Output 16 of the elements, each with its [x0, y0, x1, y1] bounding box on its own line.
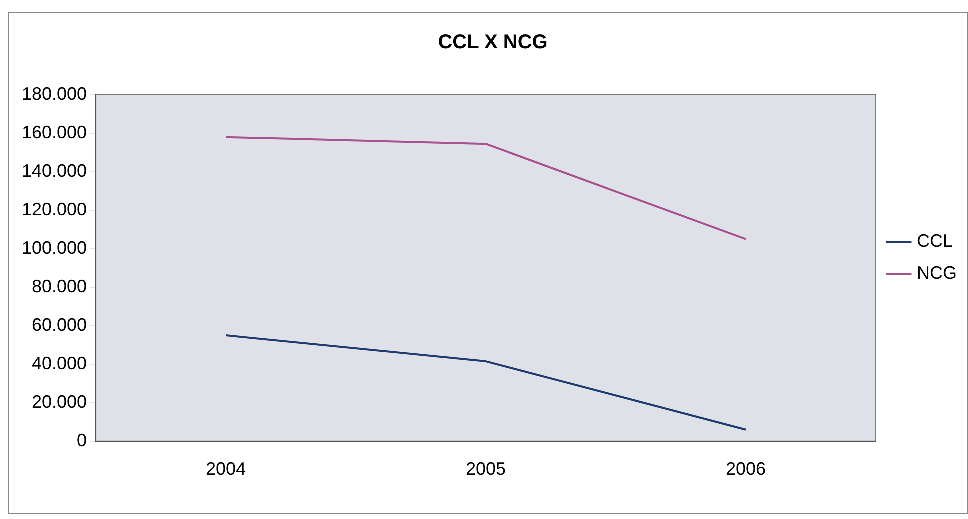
legend-label: NCG	[917, 262, 957, 283]
y-tick-label: 120.000	[22, 199, 88, 220]
y-tick-label: 0	[77, 430, 88, 450]
chart-title: CCL X NCG	[438, 32, 548, 54]
y-tick-label: 60.000	[32, 314, 88, 335]
y-tick-label: 140.000	[22, 160, 88, 181]
x-tick-label: 2004	[206, 459, 246, 480]
y-tick-label: 180.000	[22, 84, 88, 104]
legend-label: CCL	[917, 230, 954, 251]
y-tick-label: 20.000	[32, 392, 88, 412]
y-tick-label: 80.000	[32, 276, 88, 296]
x-tick-label: 2006	[726, 459, 766, 480]
y-tick-label: 40.000	[32, 353, 88, 374]
x-tick-label: 2005	[466, 459, 506, 480]
y-tick-label: 160.000	[22, 122, 88, 142]
y-tick-label: 100.000	[22, 238, 88, 258]
